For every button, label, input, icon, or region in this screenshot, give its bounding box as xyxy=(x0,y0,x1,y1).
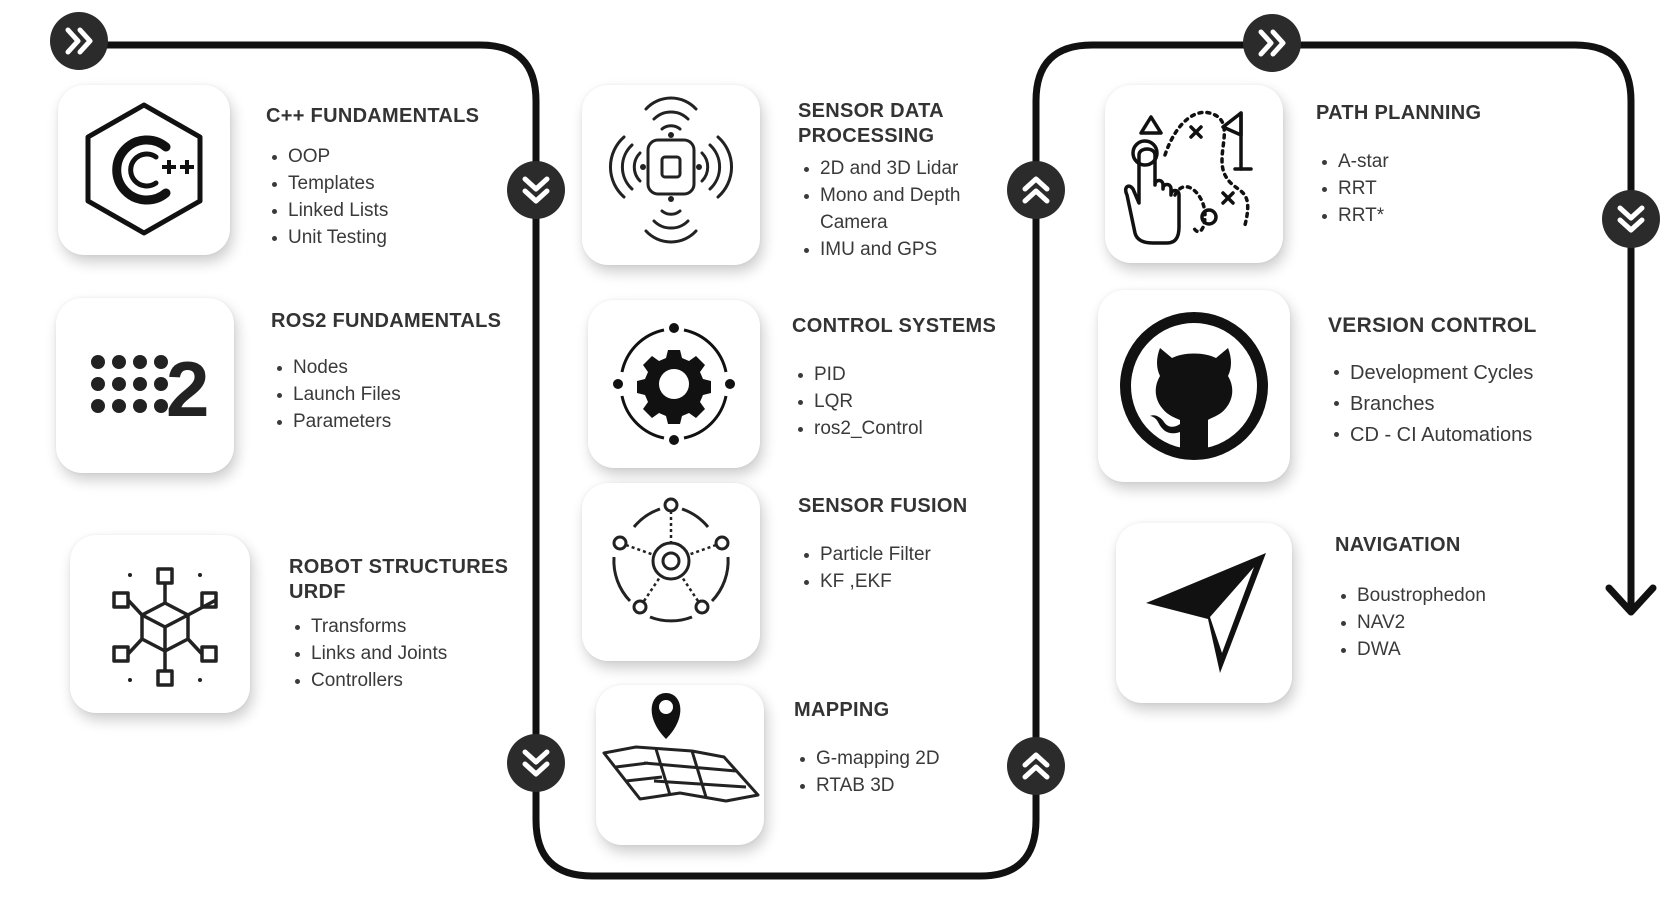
sensor-card xyxy=(582,85,760,265)
topic-nav: NAVIGATION Boustrophedon NAV2 DWA xyxy=(1335,533,1575,663)
sensor-fusion-icon xyxy=(612,497,730,623)
list-item: Launch Files xyxy=(277,381,521,408)
topic-urdf: ROBOT STRUCTURES URDF Transforms Links a… xyxy=(289,555,529,694)
sensor-signal-icon xyxy=(609,96,733,244)
topic-list: A-star RRT RRT* xyxy=(1316,148,1556,229)
topic-title: C++ FUNDAMENTALS xyxy=(266,105,480,127)
topic-path: PATH PLANNING A-star RRT RRT* xyxy=(1316,101,1556,229)
topic-control: CONTROL SYSTEMS PID LQR ros2_Control xyxy=(792,314,1022,442)
double-chevron-up-icon xyxy=(1022,176,1050,204)
mapping-card xyxy=(596,685,764,845)
list-item: Parameters xyxy=(277,408,521,435)
double-chevron-up-icon xyxy=(1022,752,1050,780)
topic-sensor: SENSOR DATA PROCESSING 2D and 3D Lidar M… xyxy=(798,99,1018,263)
github-icon xyxy=(1120,312,1268,460)
list-item: G-mapping 2D xyxy=(800,745,1014,772)
list-item: OOP xyxy=(272,143,516,170)
svg-text:2: 2 xyxy=(166,345,209,433)
list-item: Branches xyxy=(1334,389,1608,420)
list-item: NAV2 xyxy=(1341,609,1575,636)
topic-title: NAVIGATION xyxy=(1335,534,1461,556)
up-badge xyxy=(1007,161,1065,219)
topic-list: Development Cycles Branches CD - CI Auto… xyxy=(1328,358,1608,451)
list-item: Linked Lists xyxy=(272,197,516,224)
gear-cycle-icon xyxy=(613,323,735,445)
control-card xyxy=(588,300,760,468)
list-item: Boustrophedon xyxy=(1341,582,1575,609)
vcs-card xyxy=(1098,290,1290,482)
topic-title: PATH PLANNING xyxy=(1316,102,1482,124)
up-badge xyxy=(1007,737,1065,795)
list-item: Controllers xyxy=(295,667,529,694)
list-item: RRT xyxy=(1322,175,1556,202)
urdf-card xyxy=(70,535,250,713)
double-chevron-down-icon xyxy=(522,176,550,204)
topic-list: Nodes Launch Files Parameters xyxy=(271,354,521,435)
list-item: 2D and 3D Lidar xyxy=(804,155,1018,182)
cpp-hexagon-icon xyxy=(85,102,203,236)
path-card xyxy=(1105,85,1283,263)
robot-structure-icon xyxy=(112,567,218,687)
topic-cpp: C++ FUNDAMENTALS OOP Templates Linked Li… xyxy=(266,104,516,251)
nav-card xyxy=(1116,523,1292,703)
fusion-card xyxy=(582,483,760,661)
topic-title: MAPPING xyxy=(794,699,890,721)
start-badge xyxy=(50,12,108,70)
down-badge xyxy=(507,161,565,219)
list-item: ros2_Control xyxy=(798,415,1022,442)
topic-list: Particle Filter KF ,EKF xyxy=(798,541,1018,595)
list-item: Transforms xyxy=(295,613,529,640)
topic-fusion: SENSOR FUSION Particle Filter KF ,EKF xyxy=(798,494,1018,595)
navigation-arrow-icon xyxy=(1146,553,1266,673)
topic-ros2: ROS2 FUNDAMENTALS Nodes Launch Files Par… xyxy=(271,309,521,435)
topic-title: SENSOR FUSION xyxy=(798,495,968,517)
list-item: DWA xyxy=(1341,636,1575,663)
map-pin-icon xyxy=(602,693,760,803)
list-item: KF ,EKF xyxy=(804,568,1018,595)
ros2-logo-icon: 2 xyxy=(91,345,209,433)
list-item: RTAB 3D xyxy=(800,772,1014,799)
list-item: IMU and GPS xyxy=(804,236,1018,263)
list-item: Nodes xyxy=(277,354,521,381)
cpp-card xyxy=(58,85,230,255)
list-item: Mono and Depth Camera xyxy=(804,182,990,236)
topic-list: 2D and 3D Lidar Mono and Depth Camera IM… xyxy=(798,155,1018,263)
list-item: PID xyxy=(798,361,1022,388)
down-badge xyxy=(1602,190,1660,248)
list-item: Particle Filter xyxy=(804,541,1018,568)
list-item: LQR xyxy=(798,388,1022,415)
topic-list: Boustrophedon NAV2 DWA xyxy=(1335,582,1575,663)
list-item: Templates xyxy=(272,170,516,197)
topic-list: OOP Templates Linked Lists Unit Testing xyxy=(266,143,516,251)
topic-list: PID LQR ros2_Control xyxy=(792,361,1022,442)
start-badge xyxy=(1243,14,1301,72)
double-chevron-down-icon xyxy=(1617,205,1645,233)
topic-title: SENSOR DATA PROCESSING xyxy=(798,100,944,147)
topic-list: G-mapping 2D RTAB 3D xyxy=(794,745,1014,799)
list-item: CD - CI Automations xyxy=(1334,420,1608,451)
list-item: Links and Joints xyxy=(295,640,529,667)
double-chevron-right-icon xyxy=(65,27,93,55)
down-badge xyxy=(507,734,565,792)
topic-mapping: MAPPING G-mapping 2D RTAB 3D xyxy=(794,698,1014,799)
topic-list: Transforms Links and Joints Controllers xyxy=(289,613,529,694)
topic-vcs: VERSION CONTROL Development Cycles Branc… xyxy=(1328,313,1608,451)
path-planning-icon xyxy=(1123,110,1253,245)
double-chevron-down-icon xyxy=(522,749,550,777)
list-item: Unit Testing xyxy=(272,224,516,251)
list-item: Development Cycles xyxy=(1334,358,1608,389)
topic-title: ROBOT STRUCTURES URDF xyxy=(289,556,509,603)
list-item: RRT* xyxy=(1322,202,1556,229)
topic-title: ROS2 FUNDAMENTALS xyxy=(271,310,502,332)
list-item: A-star xyxy=(1322,148,1556,175)
topic-title: CONTROL SYSTEMS xyxy=(792,315,997,337)
topic-title: VERSION CONTROL xyxy=(1328,314,1537,337)
double-chevron-right-icon xyxy=(1258,29,1286,57)
ros2-card: 2 xyxy=(56,298,234,473)
